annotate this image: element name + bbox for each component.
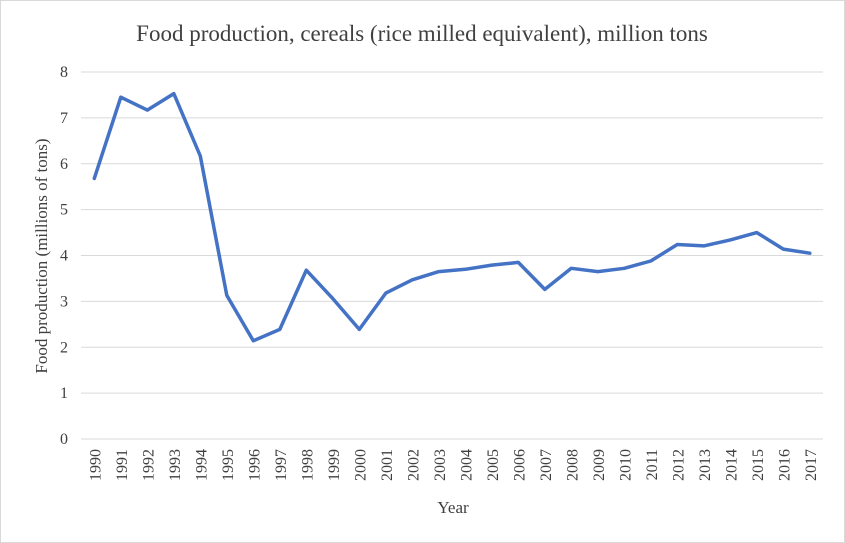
x-tick-label: 1998 [299, 449, 316, 481]
x-tick-label: 1991 [114, 449, 131, 481]
x-tick-label: 2008 [564, 449, 581, 481]
y-tick-label: 4 [60, 248, 68, 265]
x-tick-label: 1996 [246, 449, 263, 481]
x-tick-label: 2010 [617, 449, 634, 481]
y-tick-label: 1 [60, 385, 68, 402]
x-tick-label: 2009 [591, 449, 608, 481]
x-tick-label: 2005 [485, 449, 502, 481]
x-tick-label: 2007 [538, 449, 555, 481]
x-tick-label: 2000 [352, 449, 369, 481]
y-tick-label: 8 [60, 64, 68, 81]
x-tick-label: 1999 [326, 449, 343, 481]
series-line-0 [92, 91, 812, 343]
x-tick-label: 2001 [379, 449, 396, 481]
x-tick-label: 2002 [405, 449, 422, 481]
x-tick-label: 1993 [167, 449, 184, 481]
x-axis-ticks: 1990 1991 1992 1993 1994 1995 1996 1997 1998 1999… [87, 449, 820, 481]
x-tick-label: 2013 [697, 449, 714, 481]
x-tick-label: 1997 [273, 449, 290, 481]
y-tick-label: 6 [60, 156, 68, 173]
gridlines [81, 71, 823, 440]
x-tick-label: 1992 [140, 449, 157, 481]
series-group [92, 91, 812, 343]
y-axis-title: Food production (millions of tons) [32, 138, 51, 373]
x-tick-label: 2014 [723, 449, 740, 481]
y-tick-label: 0 [60, 431, 68, 448]
x-tick-label: 2003 [432, 449, 449, 481]
x-tick-label: 1995 [220, 449, 237, 481]
x-axis-title: Year [437, 498, 469, 517]
x-tick-label: 2015 [750, 449, 767, 481]
x-tick-label: 2004 [458, 449, 475, 481]
x-tick-label: 2017 [803, 449, 820, 481]
x-tick-label: 2016 [776, 449, 793, 481]
y-tick-label: 3 [60, 293, 68, 310]
x-tick-label: 2011 [644, 449, 661, 480]
x-tick-label: 1990 [87, 449, 104, 481]
chart-title: Food production, cereals (rice milled eq… [136, 21, 708, 46]
y-tick-label: 7 [60, 110, 68, 127]
y-tick-label: 2 [60, 339, 68, 356]
x-tick-label: 2006 [511, 449, 528, 481]
y-tick-label: 5 [60, 202, 68, 219]
x-tick-label: 1994 [193, 449, 210, 481]
x-tick-label: 2012 [670, 449, 687, 481]
y-axis-ticks: 0 1 2 3 4 5 6 7 8 [60, 64, 68, 448]
